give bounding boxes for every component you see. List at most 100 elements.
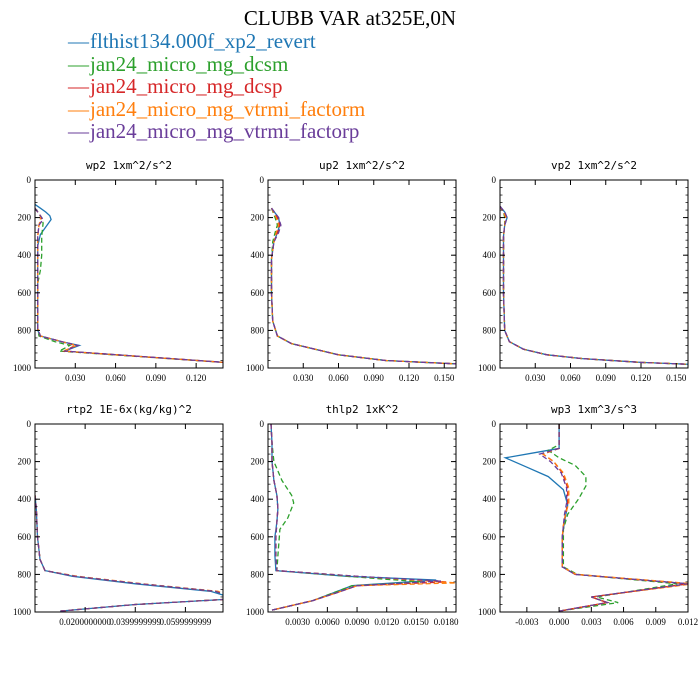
y-tick-label: 600 bbox=[18, 532, 32, 542]
plot-frame bbox=[34, 179, 224, 369]
y-tick-label: 200 bbox=[251, 213, 265, 223]
series-line bbox=[500, 205, 688, 365]
x-tick-label: 0.0399999999 bbox=[109, 617, 161, 627]
plot-frame bbox=[499, 179, 689, 369]
x-tick-label: 0.0599999999 bbox=[160, 617, 212, 627]
series-line bbox=[35, 495, 223, 612]
x-tick-label: 0.0060 bbox=[315, 617, 340, 627]
series-line bbox=[541, 424, 688, 612]
y-tick-label: 200 bbox=[483, 457, 497, 467]
x-tick-label: 0.060 bbox=[328, 373, 349, 383]
x-tick-label: 0.150 bbox=[434, 373, 455, 383]
legend-item: —jan24_micro_mg_dcsp bbox=[68, 75, 365, 98]
plot-frame bbox=[34, 423, 224, 613]
y-tick-label: 0 bbox=[492, 175, 497, 185]
y-tick-label: 0 bbox=[260, 175, 265, 185]
y-tick-label: 200 bbox=[18, 457, 32, 467]
x-tick-label: 0.0150 bbox=[404, 617, 429, 627]
series-line bbox=[35, 207, 223, 363]
series-line bbox=[35, 495, 223, 612]
x-tick-label: 0.060 bbox=[105, 373, 126, 383]
panel-title: vp2 1xm^2/s^2 bbox=[551, 159, 637, 172]
y-tick-label: 800 bbox=[18, 325, 32, 335]
legend-item: —flthist134.000f_xp2_revert bbox=[68, 30, 365, 53]
y-tick-label: 0 bbox=[492, 419, 497, 429]
series-line bbox=[270, 207, 456, 365]
x-tick-label: 0.0120 bbox=[374, 617, 399, 627]
legend-label: jan24_micro_mg_vtrmi_factorp bbox=[90, 119, 360, 143]
series-line bbox=[270, 207, 456, 365]
series-line bbox=[503, 424, 688, 612]
legend-line-icon: — bbox=[68, 51, 89, 76]
legend-line-icon: — bbox=[68, 29, 89, 53]
legend-label: jan24_micro_mg_dcsm bbox=[90, 51, 289, 76]
series-line bbox=[35, 207, 223, 364]
chart-panel: rtp2 1E-6x(kg/kg)^2 0 200 400 600 800 1000 0.02… bbox=[13, 403, 224, 627]
y-tick-label: 800 bbox=[483, 325, 497, 335]
y-tick-label: 600 bbox=[251, 532, 265, 542]
y-tick-label: 200 bbox=[251, 457, 265, 467]
x-tick-label: 0.060 bbox=[560, 373, 581, 383]
panel-title: up2 1xm^2/s^2 bbox=[319, 159, 405, 172]
legend-label: jan24_micro_mg_dcsp bbox=[90, 74, 283, 98]
legend-line-icon: — bbox=[68, 74, 89, 98]
y-tick-label: 400 bbox=[18, 494, 32, 504]
y-tick-label: 600 bbox=[483, 532, 497, 542]
y-tick-label: 1000 bbox=[13, 363, 32, 373]
y-tick-label: 800 bbox=[251, 569, 265, 579]
y-tick-label: 1000 bbox=[13, 607, 32, 617]
y-tick-label: 400 bbox=[483, 250, 497, 260]
series-line bbox=[35, 495, 223, 612]
y-tick-label: 800 bbox=[483, 569, 497, 579]
y-tick-label: 200 bbox=[483, 213, 497, 223]
series-line bbox=[500, 205, 688, 365]
y-tick-label: 0 bbox=[260, 419, 265, 429]
figure-title: CLUBB VAR at325E,0N bbox=[243, 6, 457, 30]
series-line bbox=[270, 424, 422, 611]
x-tick-label: 0.006 bbox=[613, 617, 634, 627]
x-tick-label: 0.090 bbox=[364, 373, 385, 383]
x-tick-label: 0.120 bbox=[399, 373, 420, 383]
x-tick-label: 0.030 bbox=[293, 373, 314, 383]
y-tick-label: 800 bbox=[251, 325, 265, 335]
series-line bbox=[35, 207, 223, 363]
plot-frame bbox=[499, 423, 689, 613]
x-tick-label: 0.030 bbox=[65, 373, 86, 383]
y-tick-label: 400 bbox=[18, 250, 32, 260]
legend: —flthist134.000f_xp2_revert —jan24_micro… bbox=[68, 30, 365, 143]
panel-title: rtp2 1E-6x(kg/kg)^2 bbox=[66, 403, 192, 416]
x-tick-label: 0.0200000000 bbox=[59, 617, 111, 627]
x-tick-label: 0.012 bbox=[678, 617, 698, 627]
chart-panel: wp3 1xm^3/s^3 0 200 400 600 800 1000 -0.003 0.00… bbox=[478, 403, 698, 627]
legend-item: —jan24_micro_mg_vtrmi_factorp bbox=[68, 120, 365, 143]
x-tick-label: 0.120 bbox=[631, 373, 652, 383]
legend-item: —jan24_micro_mg_vtrmi_factorm bbox=[68, 96, 366, 121]
chart-panel: up2 1xm^2/s^2 0 200 400 600 800 1000 0.030 0.060… bbox=[246, 159, 457, 383]
y-tick-label: 1000 bbox=[478, 363, 497, 373]
y-tick-label: 400 bbox=[251, 494, 265, 504]
chart-panel: vp2 1xm^2/s^2 0 200 400 600 800 1000 0.030 0.060… bbox=[478, 159, 689, 383]
x-tick-label: 0.000 bbox=[549, 617, 570, 627]
y-tick-label: 0 bbox=[27, 175, 32, 185]
y-tick-label: 1000 bbox=[246, 607, 265, 617]
x-tick-label: -0.003 bbox=[515, 617, 539, 627]
y-tick-label: 1000 bbox=[478, 607, 497, 617]
series-line bbox=[270, 207, 456, 365]
x-tick-label: 0.090 bbox=[596, 373, 617, 383]
y-tick-label: 400 bbox=[483, 494, 497, 504]
series-line bbox=[35, 495, 223, 612]
series-line bbox=[547, 424, 678, 612]
y-tick-label: 600 bbox=[251, 288, 265, 298]
legend-label: jan24_micro_mg_vtrmi_factorm bbox=[90, 96, 366, 121]
chart-panel: wp2 1xm^2/s^2 0 200 400 600 800 1000 0.030 0.060… bbox=[13, 159, 224, 383]
series-line bbox=[500, 205, 688, 365]
series-line bbox=[538, 424, 688, 612]
x-tick-label: 0.0030 bbox=[285, 617, 310, 627]
x-tick-label: 0.090 bbox=[146, 373, 167, 383]
series-line bbox=[270, 424, 442, 611]
x-tick-label: 0.003 bbox=[581, 617, 602, 627]
series-line bbox=[500, 205, 688, 365]
panel-title: wp2 1xm^2/s^2 bbox=[86, 159, 172, 172]
chart-panel: thlp2 1xK^2 0 200 400 600 800 1000 0.0030 0.0060… bbox=[246, 403, 459, 627]
series-line bbox=[35, 495, 223, 612]
